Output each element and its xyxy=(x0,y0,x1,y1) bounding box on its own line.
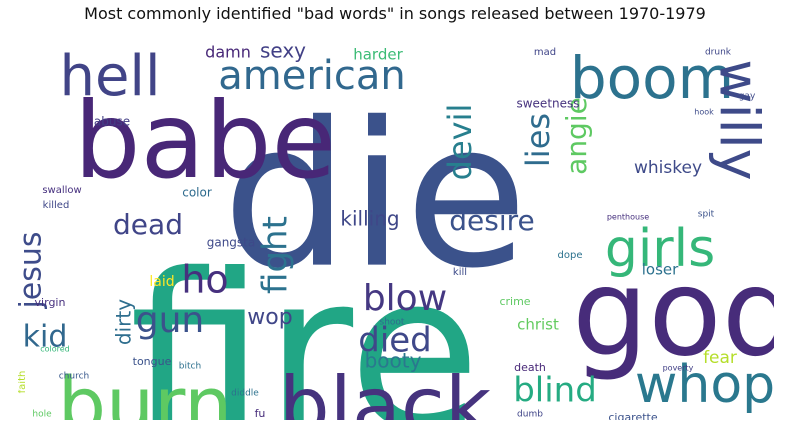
word-crime: crime xyxy=(499,295,530,308)
word-jesus: jesus xyxy=(18,231,49,309)
word-bitch: bitch xyxy=(179,362,201,372)
chart-title: Most commonly identified "bad words" in … xyxy=(84,4,706,23)
word-whiskey: whiskey xyxy=(634,158,702,178)
word-hell: hell xyxy=(59,44,160,109)
word-booty: booty xyxy=(365,349,422,373)
word-blind: blind xyxy=(513,371,597,411)
word-church: church xyxy=(59,372,90,382)
word-hook: hook xyxy=(694,108,714,117)
word-fight: fight xyxy=(256,216,296,294)
word-burn: burn xyxy=(58,360,233,420)
word-dumb: dumb xyxy=(517,410,543,420)
word-sweetness: sweetness xyxy=(516,97,579,111)
word-color: color xyxy=(182,186,212,200)
word-blow: blow xyxy=(363,278,447,319)
word-spit: spit xyxy=(698,210,715,220)
word-laid: laid xyxy=(149,274,174,290)
word-devil: devil xyxy=(441,104,479,181)
word-killed: killed xyxy=(43,200,70,211)
word-faith: faith xyxy=(18,371,28,394)
word-penthouse: penthouse xyxy=(607,213,649,222)
word-gay: gay xyxy=(739,92,756,102)
word-gangsta: gangsta xyxy=(207,236,256,250)
word-diddle: diddle xyxy=(231,389,259,399)
word-fire: fire xyxy=(129,227,480,420)
word-dead: dead xyxy=(113,208,183,241)
word-willy: willy xyxy=(707,59,770,180)
word-god: god xyxy=(572,245,774,384)
word-dope: dope xyxy=(558,250,583,261)
word-drunk: drunk xyxy=(705,48,732,58)
word-die: die xyxy=(222,80,528,313)
word-wop: wop xyxy=(247,305,292,330)
word-died: died xyxy=(358,321,432,361)
word-kid: kid xyxy=(23,320,68,355)
word-angie: angie xyxy=(560,97,593,175)
word-boom: boom xyxy=(570,44,734,112)
word-colored: colored xyxy=(40,345,70,354)
word-ho: ho xyxy=(181,258,228,302)
word-kill: kill xyxy=(453,267,467,278)
word-lies: lies xyxy=(519,113,557,167)
word-loser: loser xyxy=(642,261,679,279)
word-swallow: swallow xyxy=(42,185,81,196)
word-fu: fu xyxy=(255,407,266,420)
word-dirty: dirty xyxy=(112,299,136,345)
word-abuse: abuse xyxy=(94,115,130,129)
word-cigarette: cigarette xyxy=(608,411,658,420)
word-sexy: sexy xyxy=(260,39,306,63)
word-desire: desire xyxy=(449,204,535,237)
word-poverty: poverty xyxy=(663,364,694,373)
word-gun: gun xyxy=(136,300,204,341)
word-shoot: shoot xyxy=(380,318,405,328)
word-death: death xyxy=(514,361,546,374)
word-american: american xyxy=(218,53,406,99)
word-whop: whop xyxy=(635,355,774,415)
word-christ: christ xyxy=(517,316,559,334)
word-killing: killing xyxy=(340,207,399,231)
word-virgin: virgin xyxy=(35,296,66,309)
word-harder: harder xyxy=(353,46,403,64)
word-damn: damn xyxy=(205,43,251,62)
word-babe: babe xyxy=(74,80,336,202)
word-hole: hole xyxy=(32,410,52,420)
word-girls: girls xyxy=(605,219,715,279)
word-black: black xyxy=(279,360,492,420)
word-fear: fear xyxy=(703,348,737,368)
word-tongue: tongue xyxy=(133,355,172,368)
word-mad: mad xyxy=(534,47,556,58)
